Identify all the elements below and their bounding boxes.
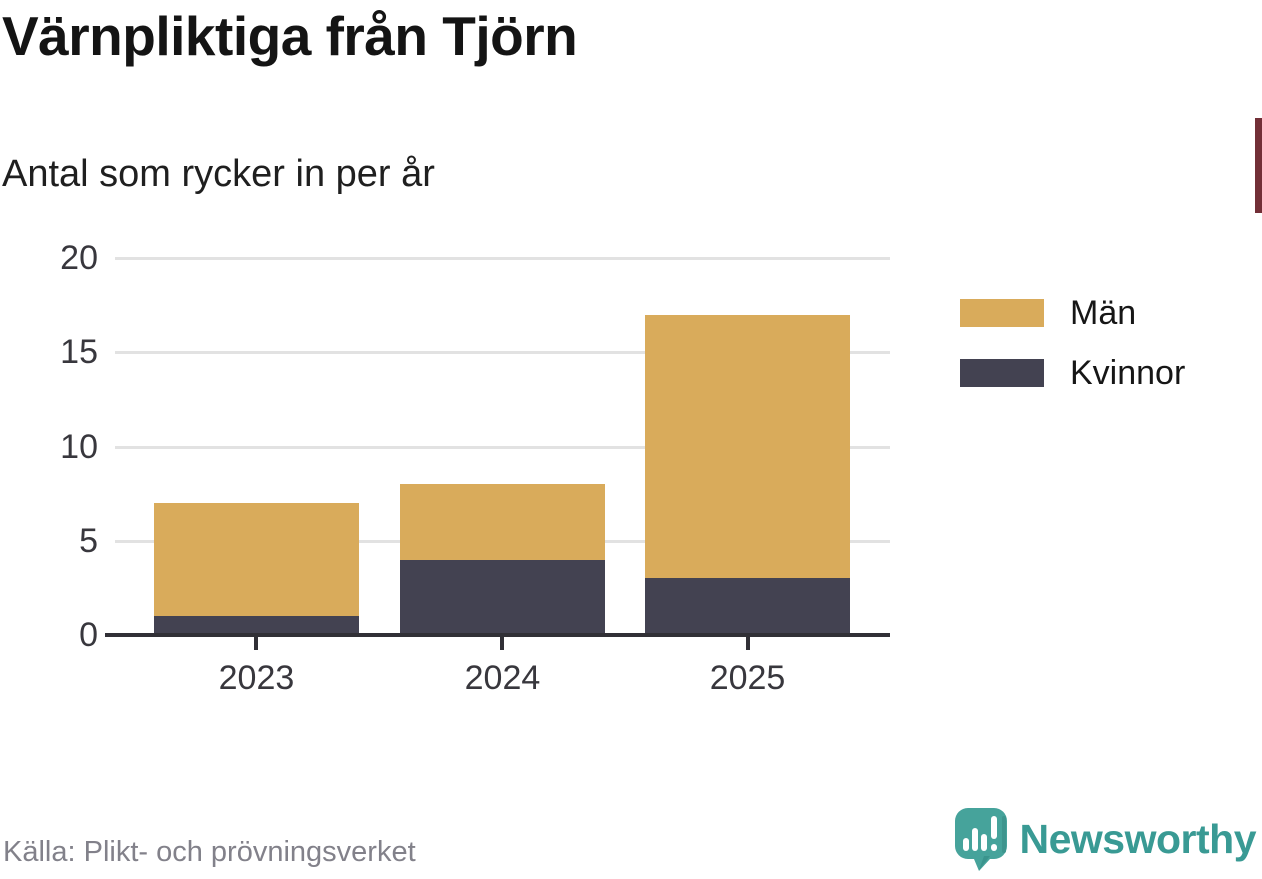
page-title: Värnpliktiga från Tjörn [2,5,578,67]
legend-item-kvinnor: Kvinnor [960,356,1185,390]
bar-2025-män [645,314,850,579]
newsworthy-speech-bubble-bar-chart-icon [954,808,1007,871]
bar-2024-kvinnor [399,559,605,635]
y-tick-label-0: 0 [79,616,98,654]
y-axis: 0 5 10 15 20 [10,241,98,652]
source-note: Källa: Plikt- och prövningsverket [3,836,416,868]
x-tick-label-2025: 2025 [709,659,786,697]
bar-2024-män [399,484,605,560]
legend-swatch-män [960,299,1044,327]
bar-2025-kvinnor [645,578,850,635]
legend-label: Kvinnor [1070,354,1186,392]
legend-swatch-kvinnor [960,359,1044,387]
x-axis: 2023 2024 2025 [115,637,890,707]
x-tick-label-2024: 2024 [464,659,541,697]
gridline-15 [115,351,890,355]
x-tick-2023 [254,637,259,650]
x-tick-2025 [745,637,750,650]
bar-2023-kvinnor [153,616,359,635]
bar-2023-män [153,503,359,617]
plot-area [115,257,890,635]
newsworthy-logo: Newsworthy [954,807,1257,871]
chart-subtitle: Antal som rycker in per år [2,153,435,195]
gridline-20 [115,257,890,260]
y-tick-label-10: 10 [60,427,98,466]
legend-item-män: Män [960,296,1185,330]
legend: Män Kvinnor [960,296,1185,416]
right-edge-marker [1255,118,1262,213]
y-tick-label-5: 5 [79,521,98,560]
x-tick-2024 [500,637,505,650]
legend-label: Män [1070,294,1137,332]
y-tick-label-15: 15 [60,333,98,372]
gridline-10 [115,445,890,449]
x-tick-label-2023: 2023 [218,659,295,697]
x-axis-baseline [105,633,890,637]
newsworthy-wordmark: Newsworthy [1019,815,1257,862]
y-tick-label-20: 20 [60,239,98,277]
